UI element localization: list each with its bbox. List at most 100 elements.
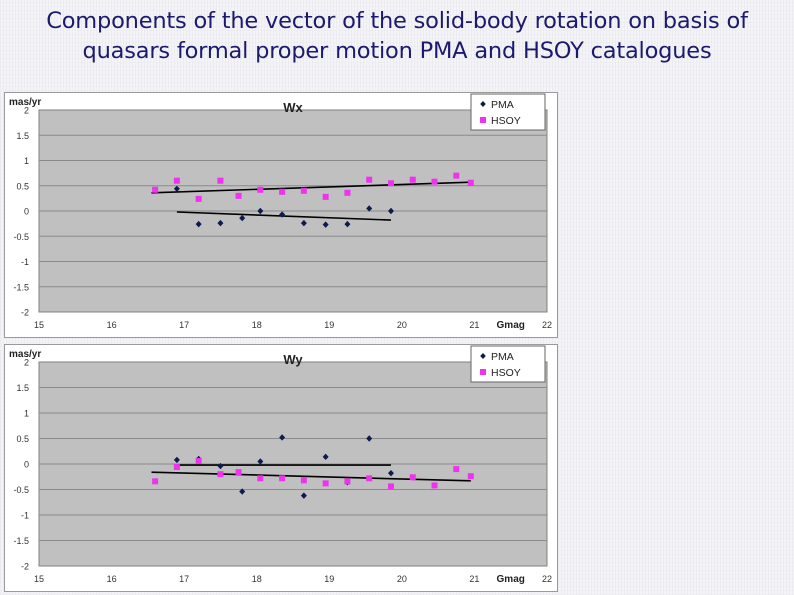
wx-x-tick-label: 21: [469, 320, 479, 330]
wy-hsoy-point: [387, 483, 394, 490]
wx-x-axis-label: Gmag: [497, 320, 525, 331]
slide-title-line-2: quasars formal proper motion PMA and HSO…: [82, 38, 712, 64]
wx-x-tick-label: 20: [397, 320, 407, 330]
wy-hsoy-point: [453, 466, 460, 473]
wx-y-axis-label: mas/yr: [9, 97, 41, 108]
wy-x-tick-label: 19: [324, 574, 334, 584]
wy-hsoy-point: [344, 478, 351, 485]
wy-hsoy-point: [322, 480, 329, 487]
wx-x-tick-label: 15: [34, 320, 44, 330]
wy-hsoy-trend-line: [151, 471, 471, 482]
wy-pma-point: [239, 488, 246, 495]
wy-y-tick-label: -2: [21, 562, 29, 572]
wx-hsoy-point: [409, 176, 416, 183]
slide-title-line-1: Components of the vector of the solid-bo…: [46, 8, 748, 34]
wy-legend-pma-label: PMA: [491, 351, 514, 363]
wy-y-tick-label: 0.5: [16, 434, 29, 444]
wx-y-tick-label: -2: [21, 308, 29, 318]
wx-y-tick-label: 0: [24, 207, 29, 217]
wy-legend-box: [470, 345, 546, 383]
wy-x-axis-label: Gmag: [497, 574, 525, 585]
wx-legend-pma-marker: [480, 101, 486, 107]
wy-x-tick-label: 18: [252, 574, 262, 584]
wx-hsoy-point: [344, 189, 351, 196]
wx-x-tick-label: 16: [107, 320, 117, 330]
wy-legend-pma-marker: [480, 353, 486, 359]
wx-y-tick-label: 2: [24, 106, 29, 116]
wx-hsoy-point: [366, 176, 373, 183]
wy-y-tick-label: 1: [24, 409, 29, 419]
wx-y-tick-label: -1.5: [13, 282, 29, 292]
wx-pma-trend-line: [176, 211, 392, 221]
wx-pma-point: [366, 205, 373, 212]
wx-y-tick-label: -0.5: [13, 232, 29, 242]
wy-y-tick-label: 1.5: [16, 383, 29, 393]
wy-pma-point: [173, 456, 180, 464]
wx-pma-point: [239, 214, 246, 222]
wx-hsoy-point: [152, 186, 159, 193]
wy-y-axis-label: mas/yr: [9, 349, 41, 360]
wy-hsoy-point: [173, 464, 180, 471]
wy-y-tick-label: -0.5: [13, 485, 29, 495]
wx-legend-pma-label: PMA: [491, 99, 514, 111]
wy-pma-point: [279, 434, 286, 441]
wx-pma-point: [322, 221, 329, 228]
wy-x-tick-label: 15: [34, 574, 44, 584]
wx-pma-point: [217, 219, 224, 227]
wy-hsoy-point: [235, 469, 242, 476]
wx-hsoy-point: [322, 193, 329, 200]
wx-y-tick-label: 0.5: [16, 181, 29, 191]
wy-chart-title: Wy: [283, 352, 303, 367]
wx-x-tick-label: 18: [252, 320, 262, 330]
wx-hsoy-point: [195, 195, 202, 202]
wx-hsoy-point: [387, 180, 394, 187]
wy-hsoy-point: [431, 482, 438, 489]
wx-y-tick-label: 1: [24, 156, 29, 166]
wy-x-tick-label: 17: [179, 574, 189, 584]
slide-title: Components of the vector of the solid-bo…: [0, 6, 794, 66]
wy-hsoy-point: [300, 477, 307, 484]
wx-hsoy-point: [235, 192, 242, 199]
wy-legend: PMA HSOY: [470, 345, 546, 383]
wx-pma-point: [279, 211, 286, 218]
wx-chart-title: Wx: [283, 100, 303, 115]
wy-hsoy-point: [257, 475, 264, 482]
wy-pma-point: [366, 435, 373, 442]
wy-x-tick-label: 22: [542, 574, 552, 584]
wy-hsoy-point: [152, 478, 159, 485]
wx-legend-hsoy-label: HSOY: [491, 115, 521, 127]
wx-pma-point: [195, 220, 202, 228]
wx-hsoy-point: [279, 188, 286, 195]
wy-x-tick-label: 16: [107, 574, 117, 584]
wy-pma-point: [322, 453, 329, 461]
wy-hsoy-point: [195, 457, 202, 464]
wy-hsoy-point: [279, 475, 286, 482]
wx-hsoy-point: [217, 177, 224, 184]
wy-hsoy-point: [217, 471, 224, 478]
wx-x-tick-label: 19: [324, 320, 334, 330]
wy-pma-point: [387, 469, 394, 477]
wy-hsoy-point: [366, 475, 373, 482]
wy-pma-point: [257, 458, 264, 465]
wy-hsoy-point: [467, 473, 474, 480]
wy-legend-hsoy-label: HSOY: [491, 367, 521, 379]
wx-hsoy-point: [467, 179, 474, 186]
wx-y-tick-label: -1: [21, 257, 29, 267]
wx-chart: -2 -1.5 -1 -0.5 0 0.5 1 1.5 2 15 16 17 18 19 20 21 22 mas…: [4, 92, 558, 338]
wx-legend-hsoy-marker: [480, 117, 486, 123]
wx-hsoy-point: [173, 177, 180, 184]
wx-y-tick-label: 1.5: [16, 131, 29, 141]
wy-y-tick-label: 0: [24, 460, 29, 470]
wy-y-tick-label: 2: [24, 358, 29, 368]
wx-hsoy-point: [453, 172, 460, 179]
wx-legend: PMA HSOY: [470, 93, 546, 131]
wx-hsoy-point: [431, 178, 438, 185]
wy-x-tick-label: 21: [469, 574, 479, 584]
wx-hsoy-point: [257, 186, 264, 193]
wx-pma-point: [300, 219, 307, 227]
wy-pma-point: [300, 492, 307, 499]
wx-hsoy-trend-line: [151, 181, 471, 194]
wx-pma-point: [344, 220, 351, 228]
wy-y-tick-label: -1.5: [13, 536, 29, 546]
wy-hsoy-point: [409, 474, 416, 481]
